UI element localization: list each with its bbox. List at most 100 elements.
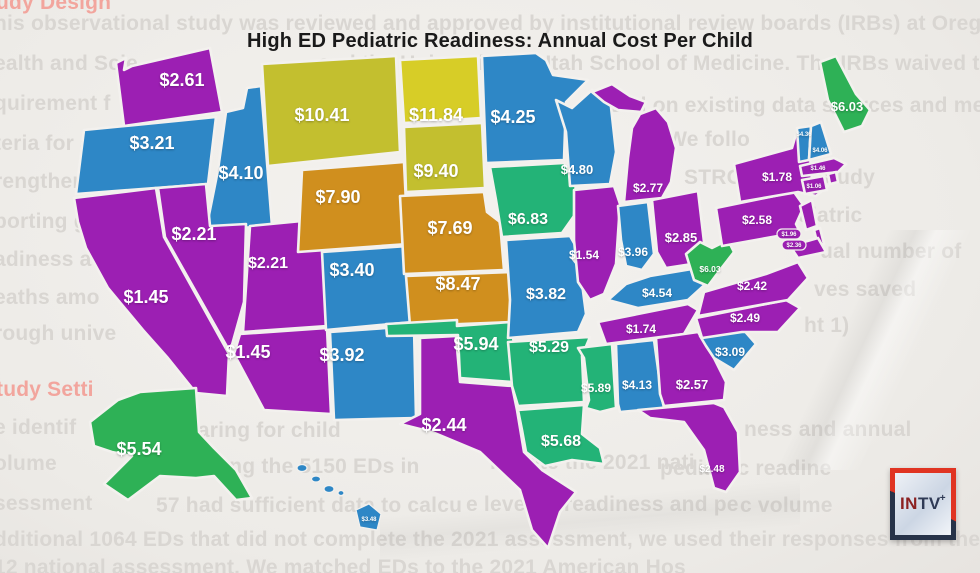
state-label-pill-md xyxy=(781,239,807,251)
state-michigan-value: $2.77 xyxy=(633,181,663,195)
state-colorado-value: $3.40 xyxy=(329,260,374,280)
state-oklahoma-value: $5.94 xyxy=(453,334,498,354)
state-maine-value: $6.03 xyxy=(831,99,864,114)
state-virginia xyxy=(696,260,810,318)
doc-text-fragment: rough unive xyxy=(0,322,117,345)
state-kansas-value: $8.47 xyxy=(435,274,480,294)
state-new-hampshire xyxy=(807,120,833,162)
state-oregon-value: $3.21 xyxy=(129,133,174,153)
doc-text-fragment: adiness a xyxy=(0,248,92,271)
state-oregon xyxy=(74,115,218,196)
state-north-carolina-value: $2.49 xyxy=(730,311,760,325)
logo-part-tv: TV xyxy=(917,494,941,513)
state-pennsylvania-value: $2.58 xyxy=(742,213,772,227)
doc-heading-study-design: udy Design xyxy=(0,0,112,14)
state-hawaii-value: $3.48 xyxy=(361,517,377,523)
state-kentucky-value: $4.54 xyxy=(642,286,672,300)
state-tennessee xyxy=(596,302,700,346)
doc-text-fragment: rengthen xyxy=(0,170,86,193)
state-west-virginia xyxy=(684,238,736,288)
state-hawaii xyxy=(296,463,308,473)
doc-text-fragment: olume xyxy=(0,452,57,475)
state-connecticut xyxy=(800,174,829,196)
logo-plus-sign: + xyxy=(939,492,947,504)
doc-text-fragment: porting g xyxy=(0,210,87,233)
state-mississippi-value: $5.89 xyxy=(581,381,611,395)
state-minnesota-value: $4.25 xyxy=(490,107,535,127)
state-minnesota xyxy=(480,51,590,165)
state-indiana-value: $3.96 xyxy=(618,245,648,259)
state-arizona xyxy=(232,326,333,416)
doc-text-fragment: ness and annual xyxy=(744,418,912,441)
state-hawaii xyxy=(337,489,345,497)
doc-text-fragment: e identif xyxy=(0,416,77,439)
state-massachusetts-value: $1.46 xyxy=(810,166,826,172)
state-wyoming-value: $7.90 xyxy=(315,187,360,207)
state-new-jersey xyxy=(798,198,819,232)
doc-text-fragment: ased on existing data sources and met xyxy=(598,94,980,117)
doc-text-fragment: sessment xyxy=(0,492,93,515)
state-shapes xyxy=(72,46,872,550)
state-maryland-value: $2.36 xyxy=(786,243,802,249)
state-texas xyxy=(398,334,578,550)
doc-text-fragment: ealth and Scie xyxy=(0,52,139,75)
doc-text-fragment: ves saved xyxy=(814,278,917,301)
state-arizona-value: $1.45 xyxy=(225,342,270,362)
state-iowa xyxy=(488,161,578,239)
state-nebraska-value: $7.69 xyxy=(427,218,472,238)
state-hawaii xyxy=(310,475,322,483)
state-iowa-value: $6.83 xyxy=(508,211,548,228)
state-michigan-upper xyxy=(590,82,648,114)
doc-text-fragment: pediatric readine xyxy=(660,457,832,480)
doc-text-fragment: teria for a xyxy=(0,132,92,155)
state-texas-value: $2.44 xyxy=(421,415,466,435)
doc-text-fragment: his observational study was reviewed and… xyxy=(0,12,980,35)
state-south-dakota xyxy=(402,121,487,194)
state-arkansas xyxy=(506,335,592,408)
state-hawaii xyxy=(355,503,382,531)
state-vermont-value: $4.36 xyxy=(796,132,812,138)
state-illinois-value: $1.54 xyxy=(569,248,599,262)
state-california-value: $1.45 xyxy=(123,287,168,307)
state-colorado xyxy=(320,244,414,332)
doc-text-fragment: dditional 1064 EDs that did not complete… xyxy=(0,528,980,551)
logo-part-in: IN xyxy=(899,494,918,513)
state-mississippi xyxy=(576,342,618,414)
state-south-dakota-value: $9.40 xyxy=(413,161,458,181)
state-ohio-value: $2.85 xyxy=(665,230,698,245)
state-missouri-value: $3.82 xyxy=(526,286,566,303)
state-nevada xyxy=(156,182,248,354)
state-wyoming xyxy=(296,160,410,254)
state-rhode-island xyxy=(826,170,840,186)
state-utah-value: $2.21 xyxy=(248,255,288,272)
state-new-jersey-value: $1.96 xyxy=(781,232,797,238)
state-alaska-value: $5.54 xyxy=(116,439,161,459)
state-new-hampshire-value: $4.06 xyxy=(812,148,828,154)
doc-text-fragment: ht 1) xyxy=(804,314,850,337)
chart-title: High ED Pediatric Readiness: Annual Cost… xyxy=(246,30,753,52)
state-maryland xyxy=(788,236,828,260)
state-michigan xyxy=(622,106,678,204)
state-wisconsin-value: $4.80 xyxy=(561,162,594,177)
state-new-york-value: $1.78 xyxy=(762,170,792,184)
doc-text-fragment: c volume xyxy=(740,494,833,517)
state-new-mexico-value: $3.92 xyxy=(319,345,364,365)
intv-logo: IN TV + xyxy=(890,468,956,540)
state-tennessee-value: $1.74 xyxy=(626,322,656,336)
state-idaho-value: $4.10 xyxy=(218,163,263,183)
state-hawaii xyxy=(323,484,335,494)
state-maine xyxy=(818,54,872,134)
state-washington-value: $2.61 xyxy=(159,70,204,90)
doc-text-fragment: caring for child xyxy=(186,419,341,442)
state-florida xyxy=(636,401,742,494)
state-montana xyxy=(260,54,402,168)
state-virginia-value: $2.42 xyxy=(737,279,767,293)
state-alaska xyxy=(88,386,254,502)
state-louisiana-value: $5.68 xyxy=(541,433,581,450)
state-north-dakota-value: $11.84 xyxy=(409,105,463,125)
state-florida-value: $2.48 xyxy=(699,464,724,475)
state-west-virginia-value: $6.03 xyxy=(699,264,721,274)
state-value-labels: $2.61 $3.21 $1.45 $4.10 $2.21 $2.21 $1.4… xyxy=(116,70,863,523)
state-arkansas-value: $5.29 xyxy=(529,339,569,356)
state-north-dakota xyxy=(398,54,483,125)
